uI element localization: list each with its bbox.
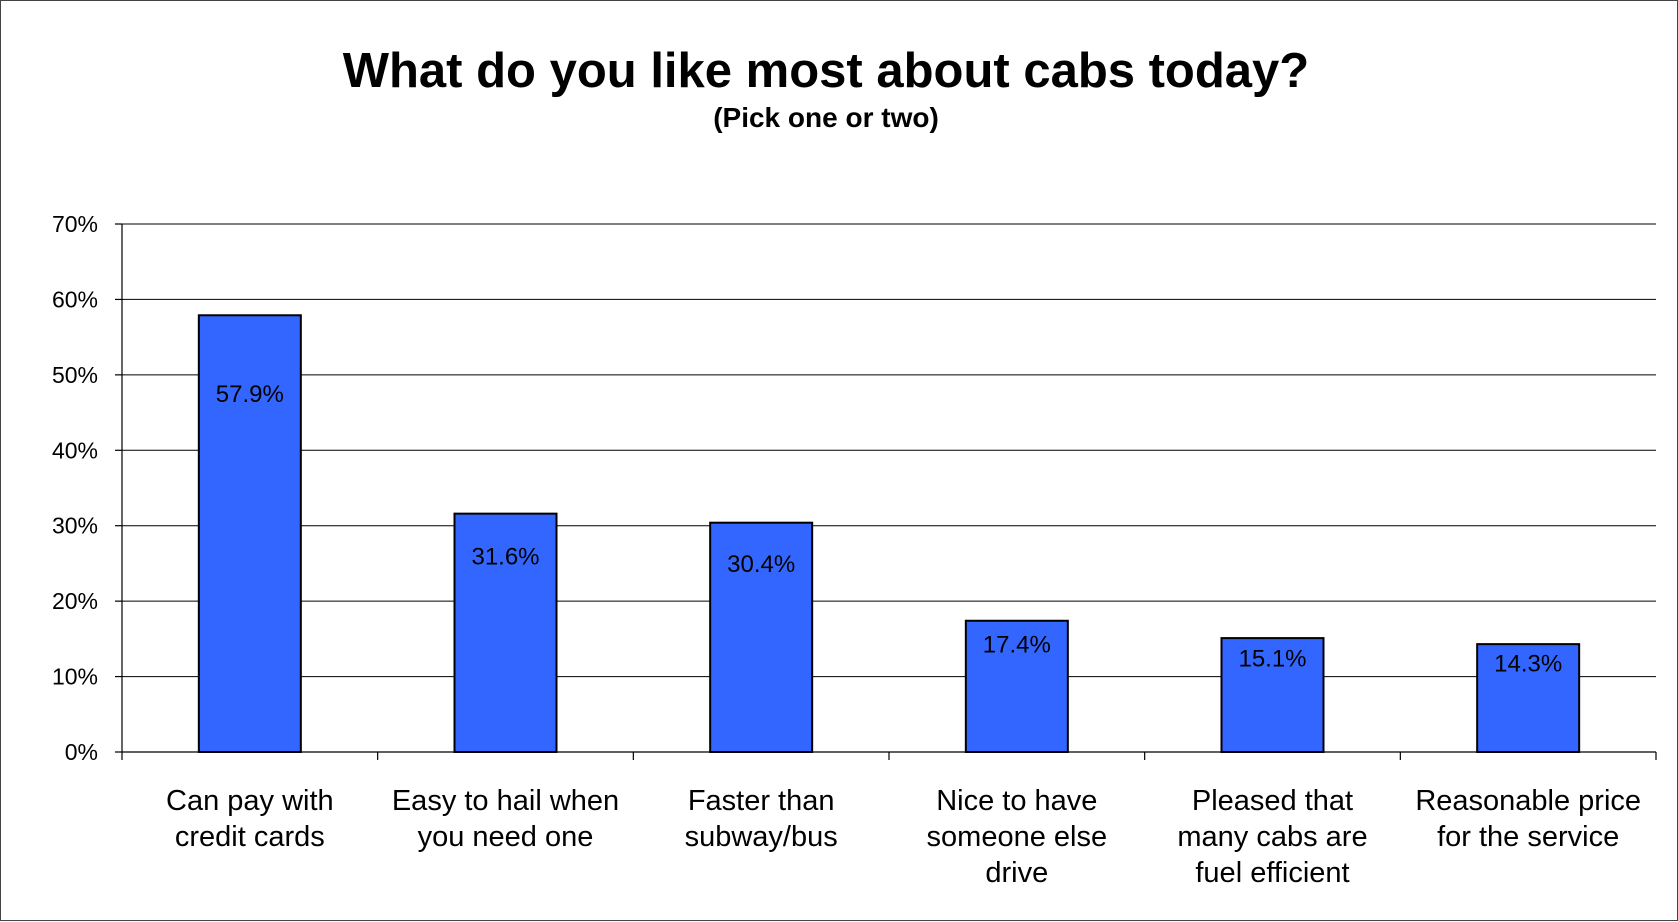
bar (709, 521, 814, 753)
category-label-line: Pleased that (1192, 785, 1353, 817)
category-label-line: Faster than (688, 785, 835, 817)
category-label: Can pay with credit cards (166, 785, 334, 853)
data-label: 31.6% (471, 544, 539, 571)
category-label: Faster than subway/bus (685, 785, 838, 853)
y-tick-label: 40% (52, 437, 98, 463)
category-label-line: someone else (927, 821, 1108, 853)
y-tick-label: 0% (65, 739, 98, 765)
category-labels: Can pay with credit cards Easy to hail whe… (166, 785, 1641, 889)
category-label: Nice to have someone else drive (927, 785, 1108, 889)
category-label-line: many cabs are (1177, 821, 1367, 853)
category-label-line: credit cards (175, 821, 325, 853)
chart-title: What do you like most about cabs today? (343, 44, 1309, 98)
data-label: 30.4% (727, 551, 795, 578)
chart-subtitle: (Pick one or two) (713, 102, 939, 133)
data-label: 15.1% (1238, 646, 1306, 673)
y-tick-label: 20% (52, 588, 98, 614)
data-label: 57.9% (216, 381, 284, 408)
bar (197, 314, 302, 753)
axes (121, 224, 1656, 753)
y-axis-ticks: 0% 10% 20% 30% 40% 50% 60% 70% (52, 211, 122, 765)
y-tick-label: 30% (52, 513, 98, 539)
y-tick-label: 60% (52, 286, 98, 312)
x-axis-ticks (121, 752, 1657, 760)
category-label-line: you need one (418, 821, 594, 853)
category-label-line: fuel efficient (1195, 857, 1349, 889)
category-label-line: Easy to hail when (392, 785, 619, 817)
category-label-line: drive (985, 857, 1048, 889)
data-labels: 57.9% 31.6% 30.4% 17.4% 15.1% 14.3% (216, 381, 1562, 678)
category-label-line: subway/bus (685, 821, 838, 853)
bars (197, 314, 1581, 753)
category-label: Reasonable price for the service (1415, 785, 1641, 853)
data-label: 17.4% (983, 631, 1051, 658)
data-label: 14.3% (1494, 651, 1562, 678)
category-label-line: Nice to have (936, 785, 1097, 817)
y-tick-label: 50% (52, 362, 98, 388)
y-tick-label: 70% (52, 211, 98, 237)
bar (964, 619, 1069, 753)
bar (453, 512, 558, 753)
category-label-line: Reasonable price (1415, 785, 1641, 817)
category-label: Easy to hail when you need one (392, 785, 619, 853)
gridlines (122, 223, 1656, 678)
category-label: Pleased that many cabs are fuel efficient (1177, 785, 1367, 889)
y-tick-label: 10% (52, 664, 98, 690)
category-label-line: Can pay with (166, 785, 334, 817)
category-label-line: for the service (1437, 821, 1619, 853)
